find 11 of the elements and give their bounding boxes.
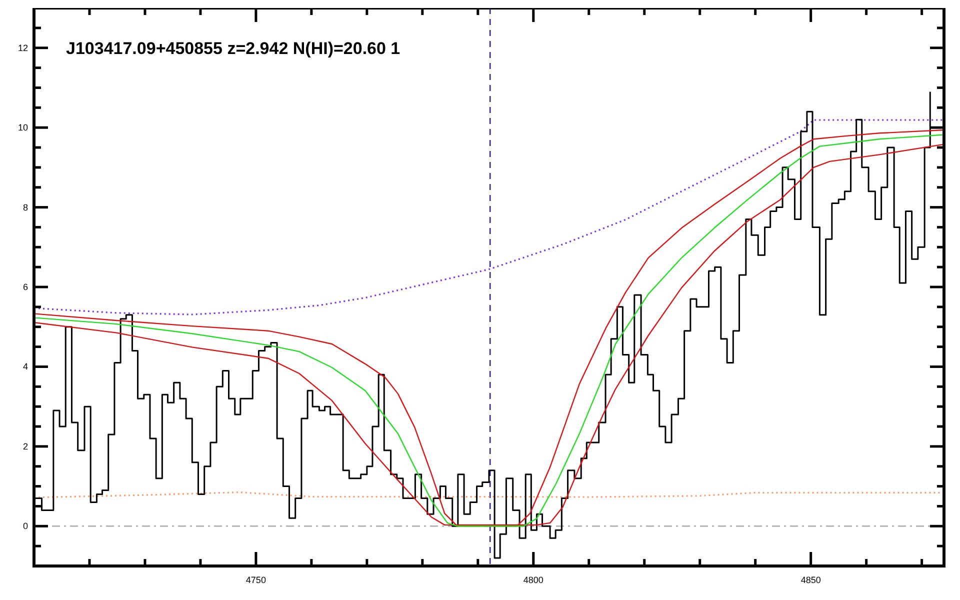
y-tick-label: 0 [22,521,28,532]
y-tick-label: 10 [18,122,28,133]
x-tick-label: 4850 [800,575,821,585]
y-tick-label: 6 [22,282,28,292]
y-tick-label: 4 [22,362,28,372]
x-tick-label: 4800 [523,575,544,585]
y-tick-label: 12 [18,42,28,53]
y-tick-label: 8 [22,202,28,212]
text: J103417.09+450855 z=2.942 N(HI)=20.60 1 [66,38,400,58]
y-tick-label: 2 [22,441,28,452]
x-tick-label: 4750 [246,575,266,585]
